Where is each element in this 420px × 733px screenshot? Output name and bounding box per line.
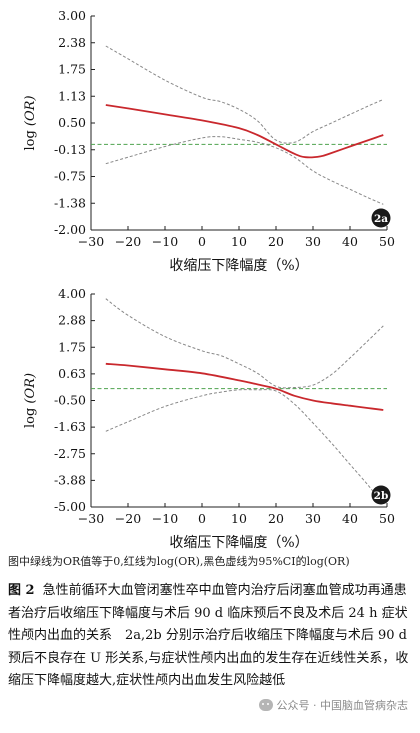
x-tick-label: 10 [231,511,247,526]
x-tick-label: 50 [379,511,395,526]
x-tick-label: 20 [268,511,284,526]
y-tick-label: -2.75 [54,446,86,461]
figure-note: 图中绿线为OR值等于0,红线为log(OR),黑色虚线为95%CI的log(OR… [8,555,350,568]
x-tick-label: 40 [342,234,358,249]
y-tick-label: -0.50 [54,393,86,408]
x-tick-label: −10 [152,511,178,526]
series-line-ci-upper [105,298,384,389]
y-tick-label: -2.00 [54,222,86,237]
x-tick-label: −20 [115,511,141,526]
x-axis-label: 收缩压下降幅度（%） [169,258,308,274]
x-tick-label: −10 [152,234,178,249]
panel-badge [371,208,391,228]
y-tick-label: -3.88 [54,472,86,487]
x-tick-label: 30 [305,234,321,249]
x-axis-label: 收缩压下降幅度（%） [169,535,308,551]
y-tick-label: -1.38 [54,195,86,210]
y-tick-label: 1.13 [58,88,86,103]
chart-2b-svg: 4.00 2.88 1.75 0.63 -0.50 -1.63 -2.75 -3.88 -5.0… [23,286,395,551]
y-tick-label: 4.00 [58,286,86,301]
x-tick-label: −30 [78,511,104,526]
figure-2a: 3.00 2.38 1.75 1.13 0.50 -0.13 -0.75 -1.38 -2.00… [0,0,420,285]
y-tick-label: -5.00 [54,499,86,514]
y-tick-label: 1.75 [58,339,86,354]
x-tick-label: 0 [198,234,206,249]
x-tick-label: 30 [305,511,321,526]
x-tick-label: 0 [198,511,206,526]
series-line-log-or [105,104,384,159]
watermark-text: 公众号 · 中国脑血管病杂志 [276,699,409,712]
series-line-ci-upper [105,45,384,144]
series-line-ci-lower [105,389,384,505]
series-line-ci-lower [105,136,384,205]
panel-badge [371,485,391,505]
y-tick-label: -0.75 [54,169,86,184]
x-tick-label: −30 [78,234,104,249]
y-tick-label: 2.38 [58,35,86,50]
x-tick-label: −20 [115,234,141,249]
y-tick-label: -1.63 [54,419,86,434]
figure-number: 图 2 [8,583,35,598]
y-tick-label: 0.50 [58,115,86,130]
x-tick-label: 20 [268,234,284,249]
y-tick-label: 1.75 [58,62,86,77]
y-axis-label: log (OR) [23,373,38,428]
chart-2a-svg: 3.00 2.38 1.75 1.13 0.50 -0.13 -0.75 -1.38 -2.00… [23,8,395,274]
x-tick-label: 10 [231,234,247,249]
panel-badge-label: 2a [374,213,388,225]
wechat-icon [258,699,273,711]
y-axis-label: log (OR) [23,95,38,150]
y-tick-label: 0.63 [58,366,86,381]
watermark: 公众号 · 中国脑血管病杂志 [256,697,410,713]
panel-badge-label: 2b [374,490,389,502]
x-tick-label: 50 [379,234,395,249]
y-tick-label: 2.88 [58,313,86,328]
figure-caption: 图 2 急性前循环大血管闭塞性卒中血管内治疗后闭塞血管成功再通患者治疗后收缩压下降… [8,580,412,693]
series-line-log-or [105,362,384,411]
y-tick-label: -0.13 [54,142,86,157]
figure-2b: 4.00 2.88 1.75 0.63 -0.50 -1.63 -2.75 -3.88 -5.0… [0,284,420,554]
caption-text: 急性前循环大血管闭塞性卒中血管内治疗后闭塞血管成功再通患者治疗后收缩压下降幅度与… [8,583,409,688]
x-tick-label: 40 [342,511,358,526]
y-tick-label: 3.00 [58,8,86,23]
